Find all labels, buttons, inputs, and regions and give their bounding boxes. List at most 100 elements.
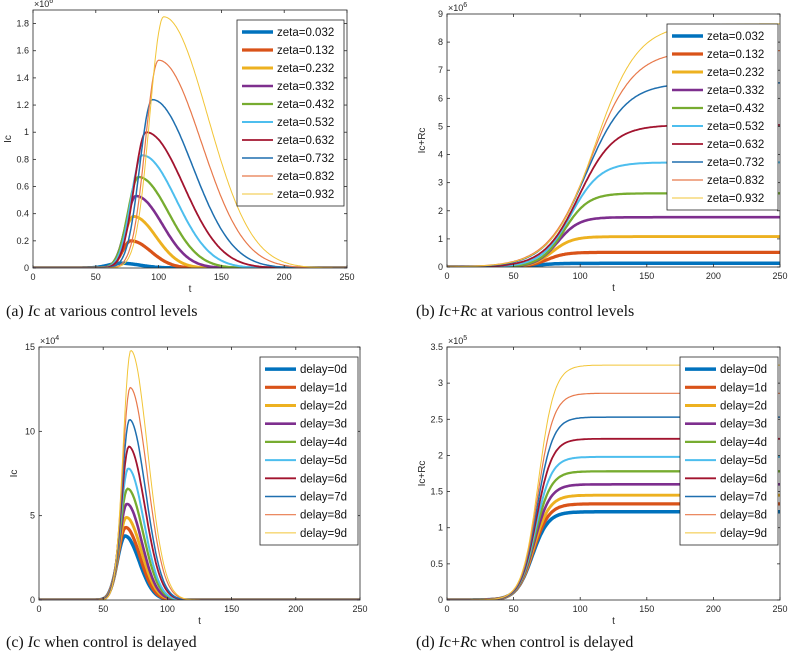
axes-frame [38, 346, 361, 601]
caption-b: (b) Ic+Rc at various control levels [416, 303, 635, 320]
x-tick-label: 150 [639, 271, 654, 281]
caption-d: (d) Ic+Rc when control is delayed [416, 634, 634, 651]
caption-c: (c) Ic when control is delayed [6, 634, 197, 651]
x-tick-label: 50 [98, 604, 108, 614]
legend-entry: zeta=0.532 [277, 117, 334, 129]
y-tick-label: 0.2 [16, 236, 29, 246]
legend-entry: delay=8d [720, 510, 767, 522]
x-tick-label: 50 [91, 272, 101, 282]
legend-entry: delay=7d [300, 492, 347, 504]
x-tick-label: 150 [639, 604, 654, 614]
legend-entry: delay=4d [720, 437, 767, 449]
x-tick-label: 100 [573, 271, 588, 281]
series-line-zeta=0.232 [33, 214, 347, 268]
y-tick-label: 1.8 [16, 19, 29, 29]
y-tick-label: 6 [438, 93, 443, 103]
axes-frame [446, 346, 781, 601]
y-tick-label: 8 [438, 37, 443, 47]
x-tick-label: 0 [444, 271, 449, 281]
legend: delay=0d delay=1d delay=2d delay=3d delay=4d… [679, 356, 779, 546]
legend-entry: zeta=0.032 [277, 27, 334, 39]
x-tick-label: 250 [772, 604, 787, 614]
series-line-zeta=0.932 [33, 16, 347, 268]
legend-entry: zeta=0.232 [277, 63, 334, 75]
legend-entry: zeta=0.632 [707, 139, 764, 151]
x-tick-label: 150 [224, 604, 239, 614]
legend-entry: zeta=0.332 [707, 85, 764, 97]
y-tick-label: 3 [438, 178, 443, 188]
y-axis-label: Ic+Rc [417, 128, 428, 154]
x-tick-label: 100 [151, 272, 166, 282]
y-tick-label: 0 [30, 595, 35, 605]
y-tick-label: 3.5 [430, 342, 443, 352]
y-tick-label: 10 [25, 426, 35, 436]
y-tick-label: 0.4 [16, 209, 29, 219]
legend: zeta=0.032 zeta=0.132 zeta=0.232 zeta=0.332… [666, 23, 779, 211]
y-tick-label: 4 [438, 150, 443, 160]
y-axis-label: Ic+Rc [417, 461, 428, 487]
y-tick-label: 2.5 [430, 414, 443, 424]
chart-panel-d: 0 50 100 150 200 250 0 0.5 1 1.5 2 2.5 3 3.5 ×105 t Ic+R… [417, 335, 788, 627]
series-line-zeta=0.332 [33, 194, 347, 268]
axis-multiplier: ×106 [34, 0, 53, 9]
y-tick-label: 0 [438, 262, 443, 272]
legend-entry: zeta=0.632 [277, 135, 334, 147]
y-tick-label: 5 [30, 511, 35, 521]
legend: delay=0d delay=1d delay=2d delay=3d delay=4d… [259, 356, 359, 546]
legend-entry: delay=6d [720, 473, 767, 485]
y-tick-label: 0.5 [430, 559, 443, 569]
legend-entry: delay=5d [300, 455, 347, 467]
y-tick-label: 0.8 [16, 154, 29, 164]
x-tick-label: 50 [509, 271, 519, 281]
x-tick-label: 100 [160, 604, 175, 614]
legend-entry: zeta=0.332 [277, 81, 334, 93]
y-tick-label: 9 [438, 9, 443, 19]
x-axis-label: t [198, 616, 201, 627]
legend-entry: delay=1d [720, 382, 767, 394]
x-tick-label: 250 [352, 604, 367, 614]
axis-multiplier: ×104 [40, 335, 59, 346]
x-tick-label: 0 [36, 604, 41, 614]
legend-entry: zeta=0.732 [707, 157, 764, 169]
legend-entry: delay=0d [720, 364, 767, 376]
x-tick-label: 200 [277, 272, 292, 282]
x-tick-label: 250 [772, 271, 787, 281]
x-tick-label: 0 [30, 272, 35, 282]
x-tick-label: 50 [509, 604, 519, 614]
legend-entry: delay=3d [720, 419, 767, 431]
x-tick-label: 150 [214, 272, 229, 282]
legend-entry: delay=7d [720, 492, 767, 504]
legend-entry: zeta=0.232 [707, 67, 764, 79]
y-tick-label: 1.5 [430, 487, 443, 497]
x-tick-label: 200 [706, 604, 721, 614]
axis-multiplier: ×106 [448, 2, 467, 13]
y-tick-label: 1 [438, 523, 443, 533]
legend-entry: zeta=0.732 [277, 153, 334, 165]
legend-entry: delay=9d [720, 528, 767, 540]
legend-entry: delay=8d [300, 510, 347, 522]
x-axis-label: t [612, 283, 615, 294]
legend-entry: zeta=0.532 [707, 121, 764, 133]
legend-entry: zeta=0.832 [277, 171, 334, 183]
chart-panel-c: 0 50 100 150 200 250051015×104tIcdelay=0ddela… [9, 335, 368, 627]
axis-multiplier: ×105 [448, 335, 467, 346]
legend: zeta=0.032 zeta=0.132 zeta=0.232 zeta=0.332… [236, 19, 345, 207]
series-line-zeta=0.832 [33, 59, 347, 268]
legend-entry: zeta=0.132 [277, 45, 334, 57]
legend-entry: delay=3d [300, 419, 347, 431]
y-tick-label: 0 [24, 263, 29, 273]
y-tick-label: 1.6 [16, 46, 29, 56]
y-tick-label: 2 [438, 450, 443, 460]
series-line-zeta=0.432 [33, 175, 347, 268]
legend-entry: delay=2d [720, 401, 767, 413]
x-axis-label: t [612, 616, 615, 627]
x-tick-label: 100 [573, 604, 588, 614]
legend-entry: delay=2d [300, 401, 347, 413]
y-tick-label: 7 [438, 65, 443, 75]
legend-entry: zeta=0.932 [707, 193, 764, 205]
y-axis-label: Ic [9, 470, 20, 478]
chart-panel-b: 0 50 100 150 200 250 0 1 2 3 4 5 6 7 8 9 ×106 t Ic+Rc zeta=… [417, 2, 788, 294]
legend-entry: zeta=0.932 [277, 189, 334, 201]
y-tick-label: 1 [438, 234, 443, 244]
